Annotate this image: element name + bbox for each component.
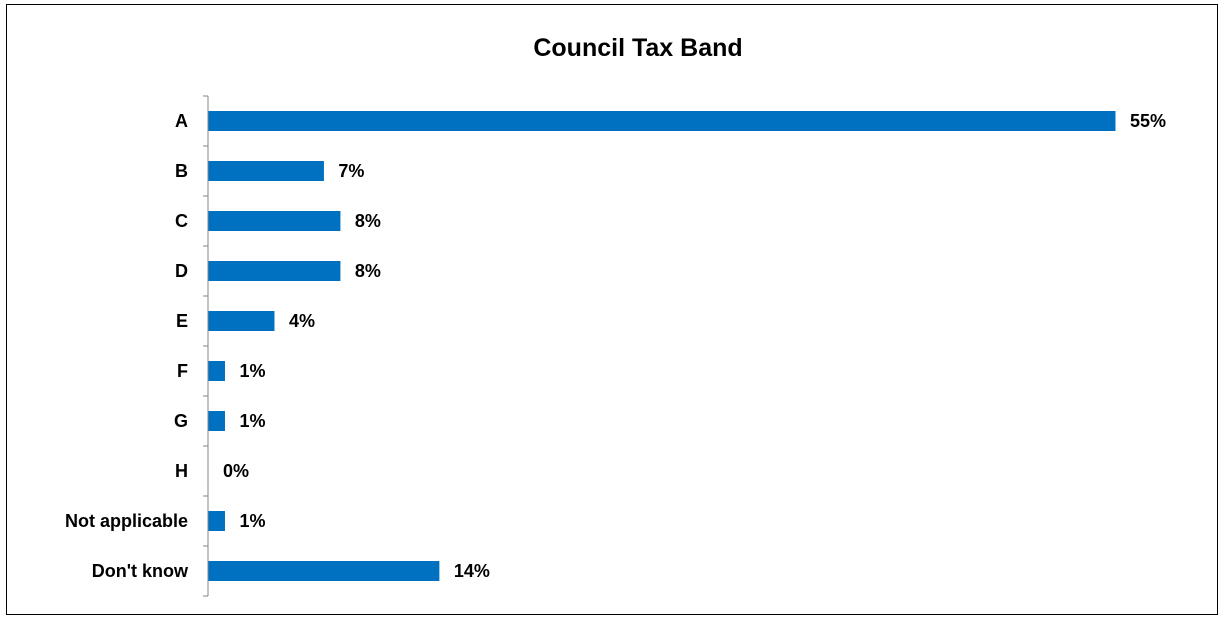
- category-label: Don't know: [92, 561, 189, 581]
- bar: [209, 561, 440, 581]
- value-label: 8%: [355, 211, 381, 231]
- bar: [209, 361, 225, 381]
- category-label: A: [175, 111, 188, 131]
- value-label: 8%: [355, 261, 381, 281]
- chart-svg: Council Tax Band A B C D E F G H Not applicable D…: [7, 5, 1224, 624]
- category-label: Not applicable: [65, 511, 188, 531]
- value-label: 55%: [1130, 111, 1166, 131]
- bar: [209, 111, 1116, 131]
- category-label: F: [177, 361, 188, 381]
- category-label: H: [175, 461, 188, 481]
- bar: [209, 411, 225, 431]
- value-label: 1%: [239, 361, 265, 381]
- chart-frame: Council Tax Band A B C D E F G H Not applicable D…: [6, 4, 1218, 615]
- value-label: 0%: [223, 461, 249, 481]
- category-label: B: [175, 161, 188, 181]
- chart-title: Council Tax Band: [533, 34, 742, 62]
- value-label: 1%: [239, 511, 265, 531]
- bar: [209, 211, 341, 231]
- value-label: 7%: [338, 161, 364, 181]
- category-label: G: [174, 411, 188, 431]
- bars: [209, 111, 1116, 581]
- value-label: 1%: [239, 411, 265, 431]
- value-labels: 55% 7% 8% 8% 4% 1% 1% 0% 1% 14%: [223, 111, 1166, 581]
- category-label: D: [175, 261, 188, 281]
- category-labels: A B C D E F G H Not applicable Don't know: [65, 111, 189, 581]
- bar: [209, 511, 225, 531]
- bar: [209, 261, 341, 281]
- value-label: 4%: [289, 311, 315, 331]
- category-label: C: [175, 211, 188, 231]
- category-label: E: [176, 311, 188, 331]
- value-label: 14%: [454, 561, 490, 581]
- bar: [209, 311, 275, 331]
- bar: [209, 161, 324, 181]
- category-axis: [203, 96, 208, 596]
